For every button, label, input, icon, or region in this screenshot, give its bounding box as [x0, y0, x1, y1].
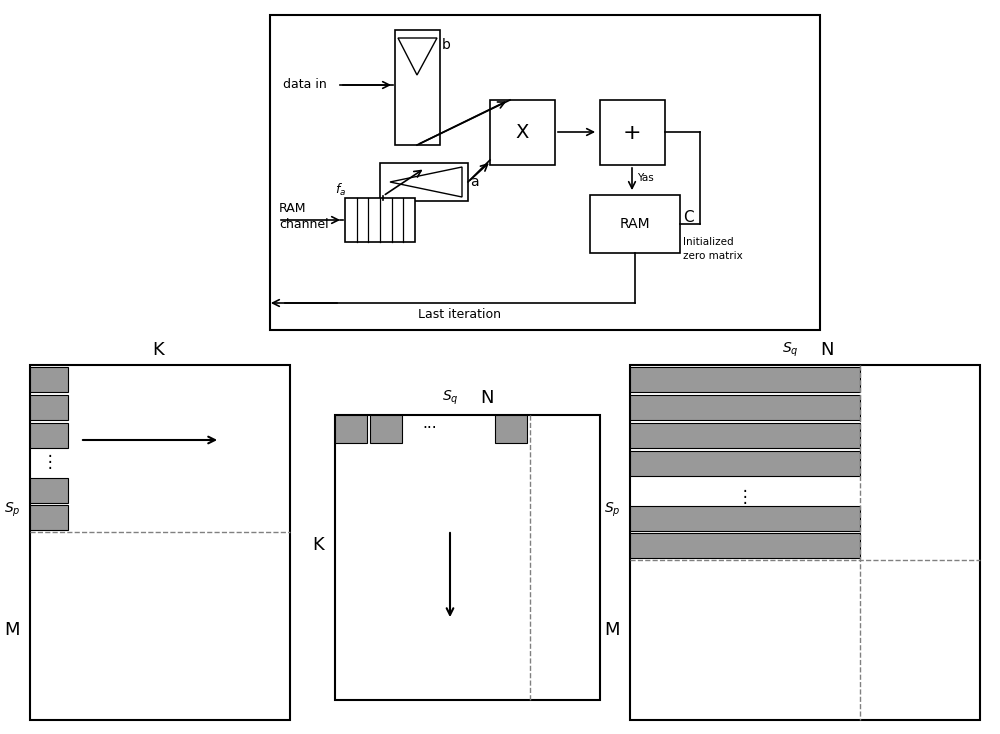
Text: RAM: RAM: [279, 202, 306, 214]
Bar: [370, 415, 402, 443]
Text: ···: ···: [423, 421, 437, 437]
Text: ⋮: ⋮: [42, 453, 58, 471]
Text: C: C: [683, 211, 694, 225]
Bar: [30, 505, 68, 530]
Bar: [495, 415, 527, 443]
Polygon shape: [390, 167, 462, 197]
Text: Yas: Yas: [637, 173, 654, 183]
Text: M: M: [604, 621, 620, 639]
Text: zero matrix: zero matrix: [683, 251, 743, 261]
Bar: [30, 367, 68, 392]
Bar: [395, 30, 440, 145]
Bar: [30, 395, 68, 420]
Text: K: K: [312, 536, 324, 554]
Text: $S_p$: $S_p$: [4, 501, 20, 519]
Bar: [630, 365, 980, 720]
Text: $f_a$: $f_a$: [335, 182, 346, 198]
Text: RAM: RAM: [620, 217, 650, 231]
Text: +: +: [623, 123, 641, 143]
Bar: [335, 415, 600, 700]
Text: K: K: [152, 341, 164, 359]
Bar: [490, 100, 555, 165]
Bar: [630, 506, 860, 531]
Bar: [30, 478, 68, 503]
Bar: [345, 198, 415, 242]
Text: N: N: [820, 341, 834, 359]
Bar: [630, 367, 860, 392]
Bar: [335, 415, 367, 443]
Text: data in: data in: [283, 79, 327, 92]
Text: N: N: [480, 389, 494, 407]
Text: b: b: [442, 38, 451, 52]
Text: ⋮: ⋮: [737, 488, 753, 506]
Bar: [30, 423, 68, 448]
Text: a: a: [470, 175, 479, 189]
Polygon shape: [398, 38, 437, 75]
Bar: [380, 163, 468, 201]
Text: $S_p$: $S_p$: [604, 501, 620, 519]
Text: channel: channel: [279, 219, 329, 231]
Bar: [270, 15, 820, 330]
Bar: [630, 423, 860, 448]
Text: $S_q$: $S_q$: [782, 341, 798, 359]
Bar: [630, 395, 860, 420]
Bar: [30, 365, 290, 720]
Bar: [630, 451, 860, 476]
Text: $S_q$: $S_q$: [442, 389, 458, 407]
Text: Last iteration: Last iteration: [418, 308, 502, 321]
Bar: [630, 533, 860, 558]
Text: Initialized: Initialized: [683, 237, 734, 247]
Bar: [600, 100, 665, 165]
Bar: [590, 195, 680, 253]
Text: X: X: [515, 123, 529, 142]
Text: M: M: [4, 621, 20, 639]
